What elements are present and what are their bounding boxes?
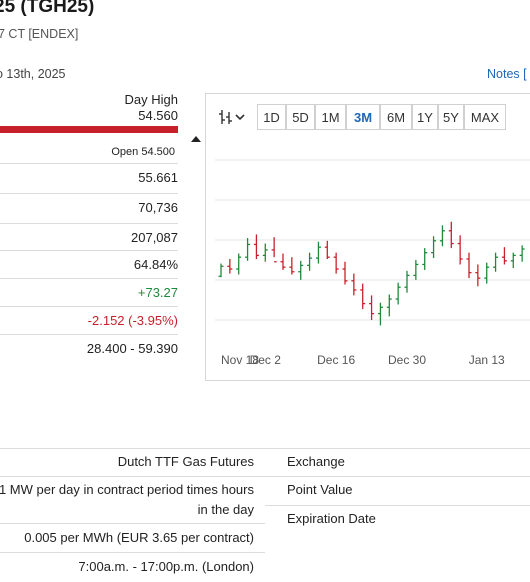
ohlc-bar	[271, 237, 277, 263]
stat-value: 207,087	[131, 230, 178, 245]
spec-label-point: Point Value	[287, 482, 353, 497]
chevron-down-icon	[235, 114, 245, 121]
stat-value: 55.661	[138, 170, 178, 185]
ohlc-bar	[510, 252, 516, 269]
x-axis-label: Dec 30	[388, 353, 426, 367]
x-axis-label: Nov 18	[221, 353, 259, 367]
range-button-max[interactable]: MAX	[464, 104, 506, 130]
ohlc-bar	[342, 261, 348, 285]
ohlc-bar	[484, 262, 490, 284]
ohlc-bar	[253, 234, 259, 260]
ohlc-bar	[466, 252, 472, 279]
day-high-value: 54.560	[138, 108, 178, 123]
quote-date: o 13th, 2025	[0, 67, 66, 81]
x-axis-label: Jan 13	[469, 353, 505, 367]
price-chart-panel	[205, 93, 530, 381]
ohlc-bar	[475, 264, 481, 287]
spec-value-exchange: Dutch TTF Gas Futures	[117, 454, 254, 469]
ohlc-bar	[333, 252, 339, 274]
stat-row: 55.661	[0, 163, 178, 194]
open-marker-icon	[191, 136, 201, 142]
stat-row: 64.84%	[0, 250, 178, 281]
ohlc-bar	[307, 252, 313, 271]
ohlc-bar	[431, 236, 437, 259]
day-high-label: Day High	[124, 92, 178, 107]
ohlc-bar	[519, 245, 525, 262]
x-axis-label: Dec 2	[250, 353, 282, 367]
stat-value-change: +73.27	[137, 285, 178, 300]
spec-label-exchange: Exchange	[287, 454, 345, 469]
ohlc-bar	[236, 253, 242, 275]
ohlc-bar	[289, 257, 295, 275]
ohlc-bar	[439, 225, 445, 247]
open-label: Open 54.500	[111, 146, 175, 158]
spec-divider	[0, 523, 265, 524]
spec-label-expiration: Expiration Date	[287, 511, 376, 526]
range-button-3m[interactable]: 3M	[346, 104, 380, 130]
ohlc-bar	[227, 259, 233, 274]
ohlc-bar	[315, 241, 321, 264]
stat-value: 70,736	[138, 200, 178, 215]
notes-link[interactable]: Notes [	[487, 67, 527, 81]
ohlc-bar	[280, 253, 286, 270]
x-axis-label: Dec 16	[317, 353, 355, 367]
spec-divider	[0, 448, 530, 449]
stat-row: 70,736	[0, 193, 178, 224]
stat-row: -2.152 (-3.95%)	[0, 306, 178, 337]
ohlc-bar	[324, 240, 330, 260]
range-button-1d[interactable]: 1D	[257, 104, 286, 130]
ohlc-bar	[501, 247, 507, 265]
spec-divider	[265, 505, 530, 506]
range-button-5d[interactable]: 5D	[286, 104, 315, 130]
ohlc-bar	[457, 235, 463, 265]
range-button-1y[interactable]: 1Y	[412, 104, 438, 130]
ohlc-bar	[448, 221, 454, 249]
ohlc-bar	[386, 294, 392, 317]
contract-subtitle: 7 CT [ENDEX]	[0, 27, 79, 41]
stat-value-percent-change: -2.152 (-3.95%)	[87, 313, 178, 328]
ohlc-bar	[493, 252, 499, 272]
ohlc-bar	[404, 270, 410, 293]
stat-value-range: 28.400 - 59.390	[86, 341, 178, 356]
ohlc-bar	[422, 248, 428, 270]
stat-row: 207,087	[0, 223, 178, 254]
spec-value-tick: 0.005 per MWh (EUR 3.65 per contract)	[24, 530, 254, 545]
ohlc-bar	[351, 273, 357, 296]
spec-value-point: 1 MW per day in contract period times ho…	[0, 482, 254, 517]
stat-row: +73.27	[0, 278, 178, 309]
ohlc-bar	[377, 302, 383, 326]
ohlc-bar	[262, 243, 268, 262]
candlestick-icon	[219, 110, 245, 124]
stat-value: 64.84%	[133, 257, 178, 272]
chart-type-button[interactable]	[218, 106, 250, 128]
stat-row: 28.400 - 59.390	[0, 334, 178, 365]
ohlc-bar	[360, 283, 366, 310]
range-button-6m[interactable]: 6M	[380, 104, 412, 130]
spec-value-hours: 7:00a.m. - 17:00p.m. (London)	[78, 559, 254, 574]
ohlc-bar	[369, 295, 375, 320]
ohlc-bar	[298, 260, 304, 280]
ohlc-bar	[413, 259, 419, 280]
ohlc-bar	[395, 282, 401, 305]
ohlc-bar	[218, 263, 224, 278]
page-title: 25 (TGH25)	[0, 0, 95, 17]
day-range-bar	[0, 126, 178, 133]
range-button-5y[interactable]: 5Y	[438, 104, 464, 130]
range-button-1m[interactable]: 1M	[315, 104, 346, 130]
spec-divider	[0, 476, 530, 477]
ohlc-bar	[245, 238, 251, 261]
spec-divider	[0, 552, 265, 553]
